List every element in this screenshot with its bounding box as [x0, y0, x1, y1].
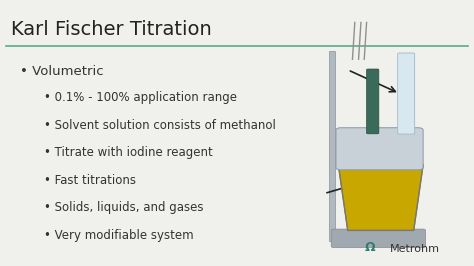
FancyBboxPatch shape — [398, 53, 415, 134]
FancyBboxPatch shape — [331, 229, 426, 247]
Text: Metrohm: Metrohm — [390, 244, 440, 254]
FancyBboxPatch shape — [336, 128, 423, 170]
Text: • Titrate with iodine reagent: • Titrate with iodine reagent — [44, 146, 212, 159]
Text: Ω: Ω — [364, 241, 375, 254]
Polygon shape — [338, 165, 423, 230]
Text: • 0.1% - 100% application range: • 0.1% - 100% application range — [44, 91, 237, 104]
Text: • Solvent solution consists of methanol: • Solvent solution consists of methanol — [44, 119, 276, 131]
Text: • Volumetric: • Volumetric — [20, 65, 104, 78]
Text: Karl Fischer Titration: Karl Fischer Titration — [11, 20, 211, 39]
Text: • Solids, liquids, and gases: • Solids, liquids, and gases — [44, 201, 203, 214]
Text: • Very modifiable system: • Very modifiable system — [44, 229, 193, 242]
FancyBboxPatch shape — [329, 51, 335, 241]
FancyBboxPatch shape — [366, 69, 379, 134]
Text: • Fast titrations: • Fast titrations — [44, 174, 136, 187]
